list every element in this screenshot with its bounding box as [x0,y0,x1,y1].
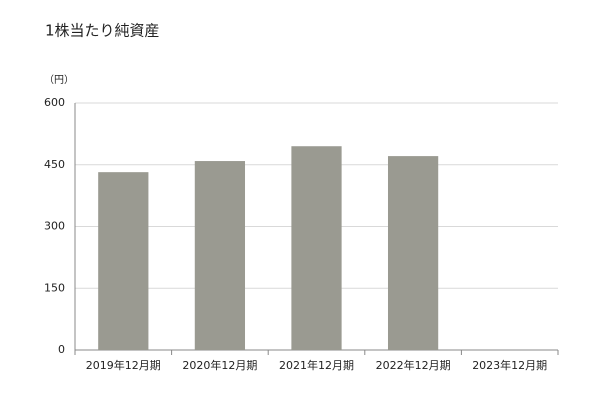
x-tick-label: 2020年12月期 [182,358,257,372]
y-tick-label: 150 [44,281,65,294]
x-tick-label: 2021年12月期 [279,358,354,372]
y-unit: （円） [44,74,74,86]
bar [291,146,342,350]
bar [387,156,439,350]
y-tick-label: 450 [44,158,65,171]
bar [98,172,149,350]
y-tick-label: 600 [44,96,65,109]
y-tick-label: 300 [44,220,65,233]
y-tick-label: 0 [58,343,65,356]
bar [194,161,246,350]
chart-title: 1株当たり純資産 [45,22,160,40]
x-tick-label: 2023年12月期 [472,358,547,372]
x-tick-label: 2022年12月期 [376,358,451,372]
x-tick-label: 2019年12月期 [86,358,161,372]
